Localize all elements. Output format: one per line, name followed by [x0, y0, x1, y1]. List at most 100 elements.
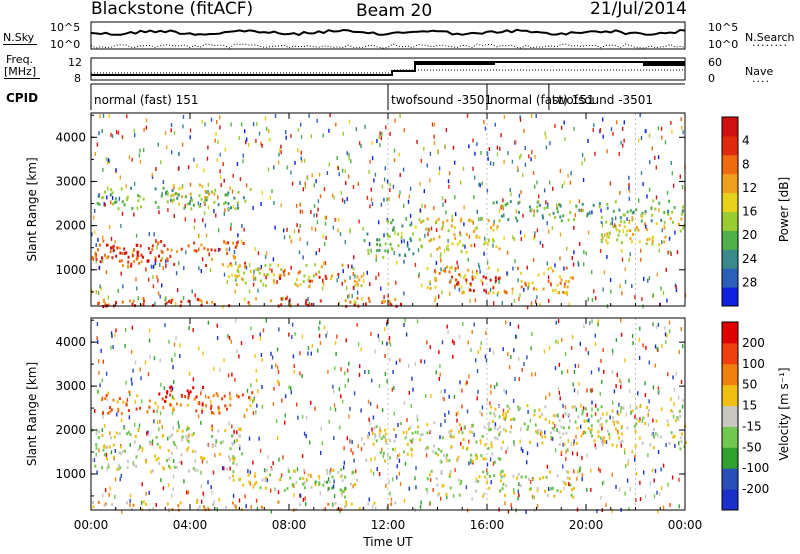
data-pixel [288, 469, 290, 473]
scatter-pixel [388, 479, 390, 484]
data-pixel [121, 200, 124, 204]
data-pixel [494, 407, 497, 411]
data-pixel [371, 432, 374, 436]
data-pixel [441, 436, 444, 440]
scatter-pixel [186, 490, 188, 495]
scatter-pixel [228, 247, 231, 252]
scatter-pixel [410, 221, 413, 226]
data-pixel [566, 476, 569, 480]
data-pixel [590, 414, 593, 418]
scatter-pixel [155, 167, 157, 171]
data-pixel [512, 474, 515, 478]
scatter-pixel [349, 406, 351, 411]
scatter-pixel [639, 113, 641, 118]
scatter-pixel [456, 260, 458, 265]
data-pixel [116, 246, 119, 250]
scatter-pixel [658, 248, 660, 253]
data-pixel [632, 232, 634, 236]
data-pixel [640, 219, 643, 223]
scatter-pixel [327, 477, 330, 482]
scatter-pixel [293, 369, 295, 374]
data-pixel [259, 279, 262, 283]
data-pixel [277, 264, 280, 267]
scatter-pixel [678, 395, 680, 400]
data-pixel [417, 425, 420, 429]
data-pixel [617, 431, 620, 435]
scatter-pixel [381, 408, 384, 413]
data-pixel [504, 203, 507, 207]
freq-axis-right-bottom: 0 [708, 72, 715, 85]
data-pixel [212, 394, 215, 398]
scatter-pixel [223, 466, 225, 471]
scatter-pixel [660, 486, 663, 491]
data-pixel [565, 470, 568, 474]
data-pixel [206, 248, 209, 252]
scatter-pixel [462, 166, 465, 171]
scatter-pixel [300, 122, 302, 127]
scatter-pixel [173, 185, 175, 190]
data-pixel [551, 289, 554, 293]
data-pixel [668, 442, 671, 445]
data-pixel [541, 435, 544, 439]
scatter-pixel [442, 202, 444, 207]
data-pixel [456, 282, 459, 286]
scatter-pixel [444, 419, 446, 424]
scatter-pixel [239, 177, 242, 182]
data-pixel [246, 408, 248, 412]
scatter-pixel [252, 484, 254, 489]
data-pixel [107, 303, 110, 307]
data-pixel [293, 469, 296, 473]
scatter-pixel [430, 253, 432, 258]
data-pixel [378, 238, 381, 242]
data-pixel [173, 443, 176, 447]
data-pixel [149, 442, 151, 446]
scatter-pixel [449, 291, 451, 296]
data-pixel [498, 433, 501, 437]
data-pixel [285, 297, 287, 301]
scatter-pixel [333, 479, 335, 484]
scatter-pixel [575, 434, 577, 439]
scatter-pixel [587, 297, 589, 302]
scatter-pixel [534, 231, 536, 236]
scatter-pixel [115, 130, 118, 135]
data-pixel [581, 412, 584, 416]
colorbar-swatch [722, 342, 738, 365]
scatter-pixel [501, 301, 503, 305]
data-pixel [102, 305, 105, 309]
scatter-pixel [429, 345, 431, 350]
data-pixel [507, 409, 509, 413]
data-pixel [536, 209, 539, 213]
scatter-pixel [643, 470, 645, 475]
data-pixel [255, 268, 258, 272]
data-pixel [681, 209, 684, 213]
data-pixel [599, 417, 602, 420]
scatter-pixel [463, 425, 465, 430]
scatter-pixel [591, 270, 593, 275]
scatter-pixel [655, 325, 658, 329]
data-pixel [249, 404, 252, 408]
scatter-pixel [678, 504, 680, 509]
scatter-pixel [559, 168, 562, 173]
scatter-pixel [255, 378, 258, 383]
data-pixel [678, 223, 680, 226]
data-pixel [408, 427, 410, 431]
scatter-pixel [344, 371, 346, 376]
data-pixel [172, 397, 175, 401]
scatter-pixel [197, 401, 199, 406]
scatter-pixel [644, 222, 646, 227]
data-pixel [544, 489, 546, 493]
data-pixel [396, 456, 399, 460]
scatter-pixel [611, 472, 613, 477]
data-pixel [614, 427, 617, 431]
scatter-pixel [628, 257, 630, 262]
data-pixel [229, 447, 232, 451]
y-tick-label: 2000 [55, 423, 86, 437]
scatter-pixel [344, 384, 346, 389]
scatter-pixel [634, 457, 636, 462]
data-pixel [638, 419, 641, 423]
data-pixel [166, 190, 168, 194]
data-pixel [658, 243, 661, 247]
data-pixel [493, 426, 496, 430]
scatter-pixel [369, 159, 371, 164]
data-pixel [459, 482, 462, 486]
